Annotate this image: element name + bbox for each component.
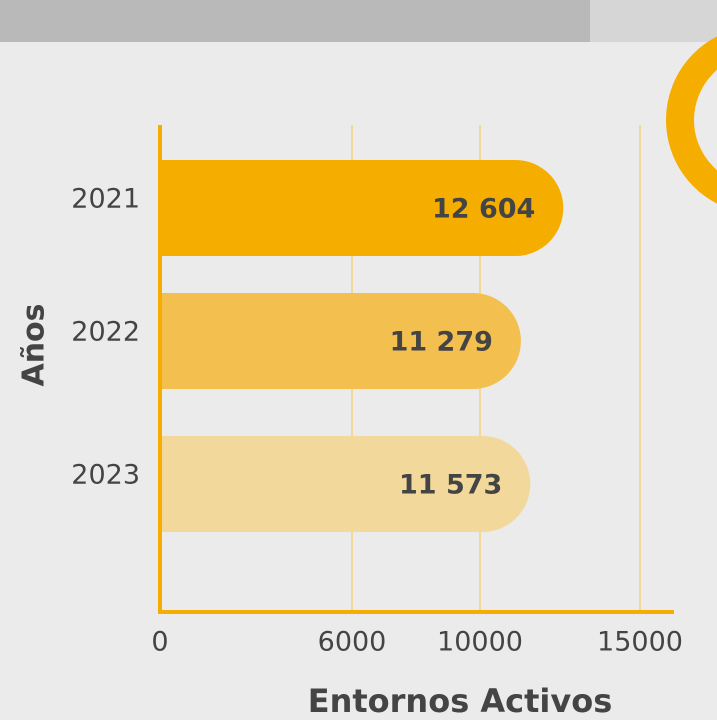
y-tick-label: 2021 [71, 184, 140, 215]
value-label: 11 279 [390, 327, 493, 358]
x-tick-label: 6000 [318, 627, 387, 658]
y-axis-title: Años [17, 303, 52, 386]
value-label: 12 604 [432, 194, 535, 225]
y-tick-label: 2022 [71, 317, 140, 348]
y-tick-label: 2023 [71, 460, 140, 491]
x-tick-label: 10000 [437, 627, 523, 658]
bars: 12 604 11 279 11 573 [160, 160, 563, 532]
photo-strip-light [590, 0, 717, 42]
chart: 12 604 11 279 11 573 Años Entornos Activos… [0, 0, 717, 720]
value-label: 11 573 [399, 470, 502, 501]
x-tick-label: 0 [151, 627, 168, 658]
x-axis-title: Entornos Activos [308, 682, 613, 720]
page: 12 604 11 279 11 573 Años Entornos Activos… [0, 0, 717, 720]
decor-circle [680, 40, 717, 200]
x-tick-label: 15000 [597, 627, 683, 658]
